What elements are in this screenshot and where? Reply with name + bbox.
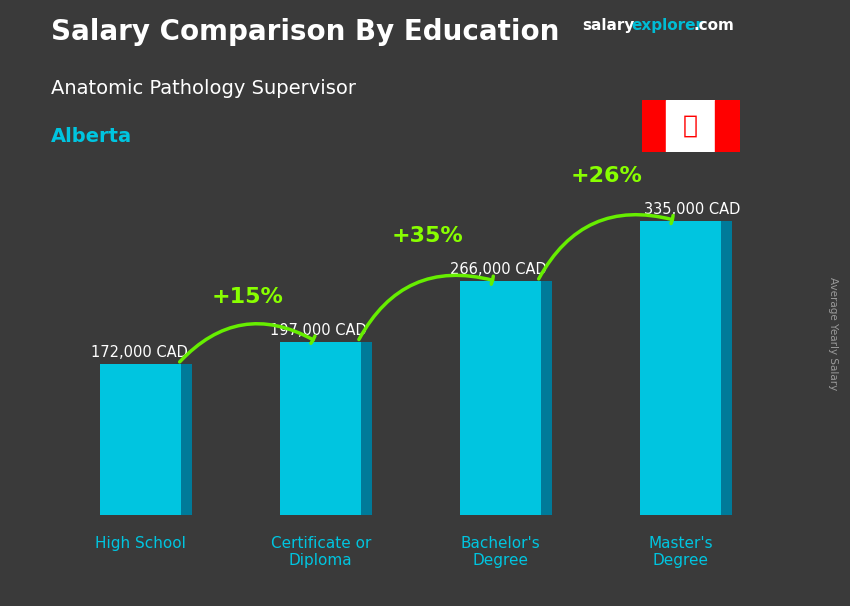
Text: 🍁: 🍁	[683, 114, 698, 138]
Bar	[715, 100, 740, 152]
Polygon shape	[361, 342, 372, 515]
Text: 335,000 CAD: 335,000 CAD	[644, 202, 740, 217]
Text: 266,000 CAD: 266,000 CAD	[450, 262, 547, 278]
Text: Average Yearly Salary: Average Yearly Salary	[828, 277, 838, 390]
FancyArrowPatch shape	[539, 215, 673, 279]
Polygon shape	[721, 221, 732, 515]
Text: +26%: +26%	[571, 165, 643, 185]
FancyBboxPatch shape	[460, 281, 541, 515]
Text: 172,000 CAD: 172,000 CAD	[91, 345, 188, 360]
FancyBboxPatch shape	[100, 364, 181, 515]
Bar	[666, 100, 715, 152]
Text: +15%: +15%	[212, 287, 283, 307]
FancyArrowPatch shape	[179, 324, 315, 362]
Text: Anatomic Pathology Supervisor: Anatomic Pathology Supervisor	[51, 79, 356, 98]
Polygon shape	[181, 364, 192, 515]
FancyBboxPatch shape	[280, 342, 361, 515]
FancyBboxPatch shape	[640, 221, 721, 515]
Bar	[642, 100, 666, 152]
Text: Alberta: Alberta	[51, 127, 132, 146]
Text: salary: salary	[582, 18, 635, 33]
Text: +35%: +35%	[391, 226, 463, 246]
Text: explorer: explorer	[632, 18, 704, 33]
Polygon shape	[541, 281, 552, 515]
FancyArrowPatch shape	[359, 275, 493, 339]
Text: .com: .com	[694, 18, 734, 33]
Text: Salary Comparison By Education: Salary Comparison By Education	[51, 18, 559, 46]
Text: 197,000 CAD: 197,000 CAD	[270, 323, 367, 338]
